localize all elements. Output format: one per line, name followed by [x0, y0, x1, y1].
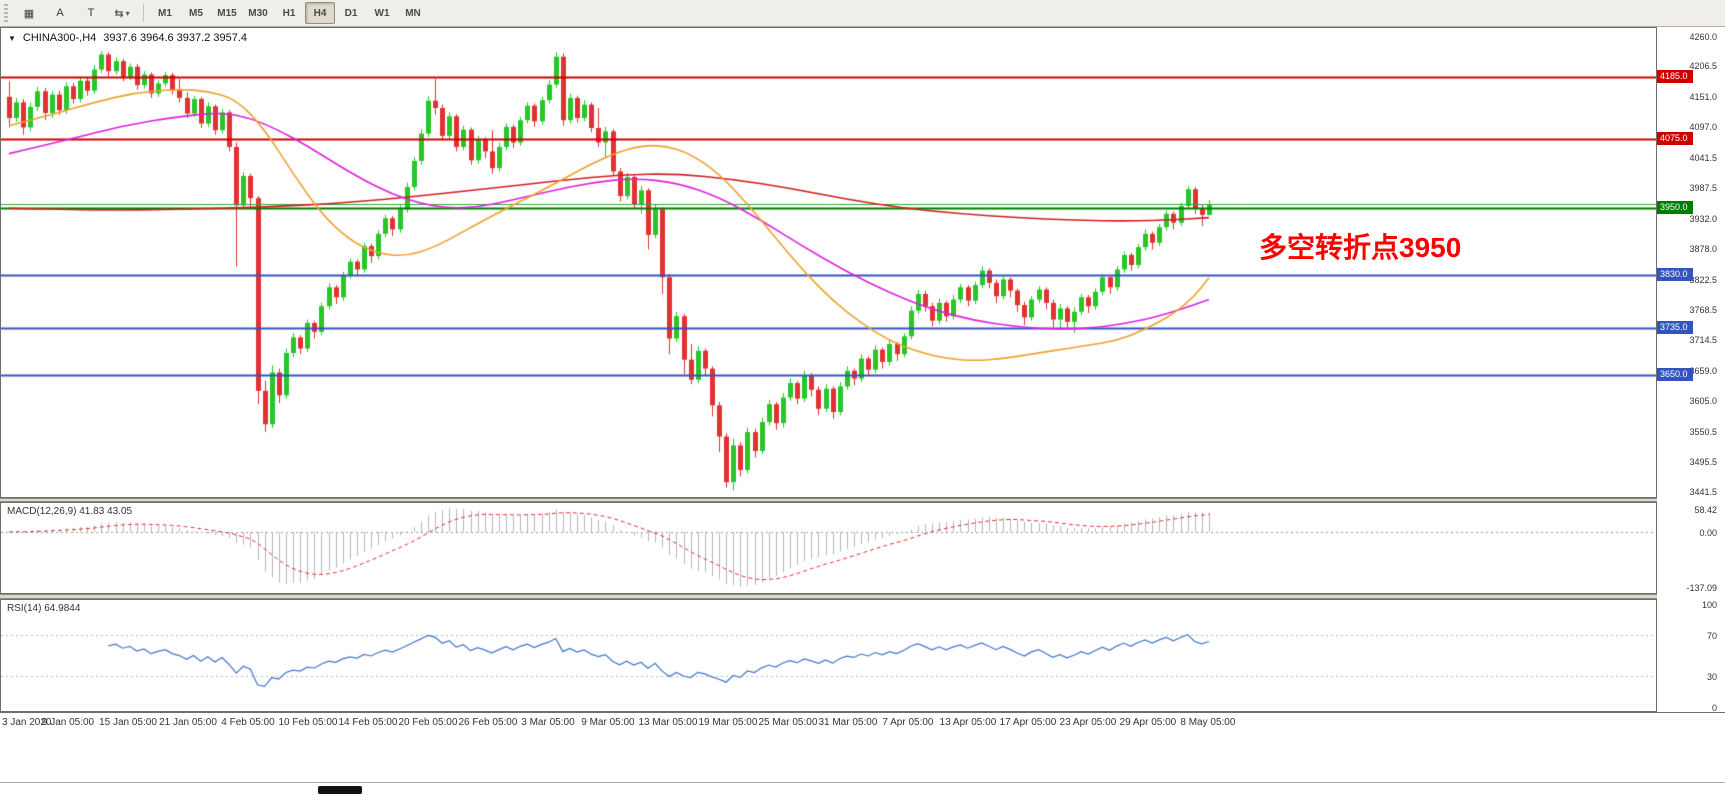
time-axis-label: 3 Jan 2020 — [2, 717, 52, 728]
timeframe-button-d1[interactable]: D1 — [344, 7, 358, 19]
time-axis-label: 31 Mar 05:00 — [818, 717, 878, 728]
price-axis-tick: 3550.5 — [1689, 426, 1717, 437]
price-axis-tick: 3768.5 — [1689, 305, 1717, 316]
time-axis-label: 20 Feb 05:00 — [398, 717, 458, 728]
time-axis-label: 8 May 05:00 — [1180, 717, 1236, 728]
toolbar-button-chart-window[interactable]: ▦ — [23, 7, 35, 20]
timeframe-button-m15[interactable]: M15 — [217, 7, 237, 19]
price-level-tag: 3650.0 — [1657, 368, 1693, 382]
price-axis-tick: 4041.5 — [1689, 153, 1717, 164]
price-axis[interactable]: 4260.0 4206.5 4151.0 4097.0 4041.5 3987.5 3932… — [1657, 27, 1725, 732]
toolbar-button-annotate-t[interactable]: T — [87, 7, 95, 19]
toolbar-button-chart-cycle[interactable]: ⇆ ▾ — [114, 7, 130, 20]
ohlc-values: 3937.6 3964.6 3937.2 3957.4 — [103, 32, 248, 44]
time-axis-label: 29 Apr 05:00 — [1119, 717, 1177, 728]
rsi-axis-tick: 30 — [1706, 672, 1717, 683]
time-axis-label: 23 Apr 05:00 — [1059, 717, 1117, 728]
macd-axis-tick: 0.00 — [1699, 528, 1717, 538]
rsi-axis-tick: 0 — [1711, 703, 1717, 713]
bottom-bar-item[interactable] — [318, 786, 362, 794]
toolbar-button-annotate-a[interactable]: A — [56, 7, 64, 19]
time-axis-label: 25 Mar 05:00 — [758, 717, 818, 728]
time-axis-label: 9 Mar 05:00 — [581, 717, 635, 728]
time-axis[interactable]: 3 Jan 2020 9 Jan 05:00 15 Jan 05:00 21 Jan … — [0, 712, 1725, 733]
price-level-tag: 4185.0 — [1657, 70, 1693, 84]
price-level-tag: 3950.0 — [1657, 201, 1693, 215]
price-axis-tick: 3441.5 — [1689, 487, 1717, 498]
timeframe-button-m5[interactable]: M5 — [189, 7, 203, 19]
time-axis-label: 7 Apr 05:00 — [882, 717, 934, 728]
rsi-indicator-pane: RSI(14) 64.9844 — [0, 599, 1657, 712]
main-chart-pane: ▼ CHINA300-,H4 3937.6 3964.6 3937.2 3957… — [0, 27, 1657, 498]
symbol-dropdown-icon[interactable]: ▼ — [8, 33, 16, 43]
time-axis-label: 19 Mar 05:00 — [698, 717, 758, 728]
price-axis-tick: 3822.5 — [1689, 275, 1717, 286]
timeframe-button-h1[interactable]: H1 — [282, 7, 296, 19]
price-axis-tick: 3659.0 — [1689, 366, 1717, 377]
time-axis-label: 10 Feb 05:00 — [278, 717, 338, 728]
toolbar-separator — [143, 4, 144, 22]
chart-annotation-text[interactable]: 多空转折点3950 — [1259, 232, 1462, 263]
time-axis-label: 3 Mar 05:00 — [521, 717, 575, 728]
tool-button-group: ▦ A T ⇆ ▾ — [14, 2, 137, 24]
timeframe-button-mn[interactable]: MN — [405, 7, 421, 19]
macd-canvas[interactable] — [1, 503, 1656, 593]
main-chart-canvas[interactable] — [1, 28, 1656, 497]
macd-axis-tick: -137.09 — [1686, 583, 1717, 594]
time-axis-label: 17 Apr 05:00 — [999, 717, 1057, 728]
price-axis-tick: 3495.5 — [1689, 457, 1717, 468]
macd-indicator-pane: MACD(12,26,9) 41.83 43.05 — [0, 502, 1657, 594]
price-axis-tick: 4151.0 — [1689, 92, 1717, 103]
time-axis-label: 21 Jan 05:00 — [159, 717, 217, 728]
time-axis-label: 26 Feb 05:00 — [458, 717, 518, 728]
price-axis-tick: 3605.0 — [1689, 396, 1717, 407]
price-level-tag: 3735.0 — [1657, 320, 1693, 334]
price-axis-tick: 4206.5 — [1689, 61, 1717, 72]
symbol-timeframe-label: CHINA300-,H4 — [22, 32, 97, 44]
timeframe-button-h4[interactable]: H4 — [305, 2, 335, 24]
timeframe-button-m1[interactable]: M1 — [158, 7, 172, 19]
price-level-tag: 4075.0 — [1657, 131, 1693, 145]
toolbar-grip[interactable] — [4, 4, 8, 22]
price-axis-tick: 3987.5 — [1689, 183, 1717, 194]
rsi-axis-tick: 70 — [1706, 630, 1717, 641]
price-axis-tick: 3878.0 — [1689, 244, 1717, 255]
rsi-axis-tick: 100 — [1701, 600, 1717, 610]
price-axis-tick: 4260.0 — [1689, 31, 1717, 42]
time-axis-label: 15 Jan 05:00 — [99, 717, 157, 728]
rsi-canvas[interactable] — [1, 600, 1656, 711]
price-axis-tick: 3932.0 — [1689, 214, 1717, 225]
macd-label: MACD(12,26,9) 41.83 43.05 — [7, 506, 133, 517]
chart-title: ▼ CHINA300-,H4 3937.6 3964.6 3937.2 3957… — [8, 32, 247, 44]
time-axis-label: 13 Apr 05:00 — [939, 717, 997, 728]
price-axis-tick: 3714.5 — [1689, 335, 1717, 346]
timeframe-button-m30[interactable]: M30 — [248, 7, 268, 19]
toolbar: ▦ A T ⇆ ▾ M1 M5 M15 M30 H1 H4 D1 W1 MN — [0, 0, 1725, 27]
time-axis-label: 13 Mar 05:00 — [638, 717, 698, 728]
timeframe-button-w1[interactable]: W1 — [374, 7, 390, 19]
dropdown-caret-icon: ▾ — [125, 8, 130, 18]
macd-axis-tick: 58.42 — [1694, 504, 1717, 515]
price-level-tag: 3830.0 — [1657, 268, 1693, 282]
pane-splitter-1[interactable] — [0, 498, 1657, 502]
time-axis-label: 14 Feb 05:00 — [338, 717, 398, 728]
bottom-strip — [0, 782, 1725, 795]
price-axis-tick: 4097.0 — [1689, 122, 1717, 133]
pane-splitter-2[interactable] — [0, 594, 1657, 599]
time-axis-label: 9 Jan 05:00 — [41, 717, 95, 728]
time-axis-label: 4 Feb 05:00 — [221, 717, 275, 728]
rsi-label: RSI(14) 64.9844 — [7, 603, 81, 614]
timeframe-button-group: M1 M5 M15 M30 H1 H4 D1 W1 MN — [150, 2, 428, 24]
